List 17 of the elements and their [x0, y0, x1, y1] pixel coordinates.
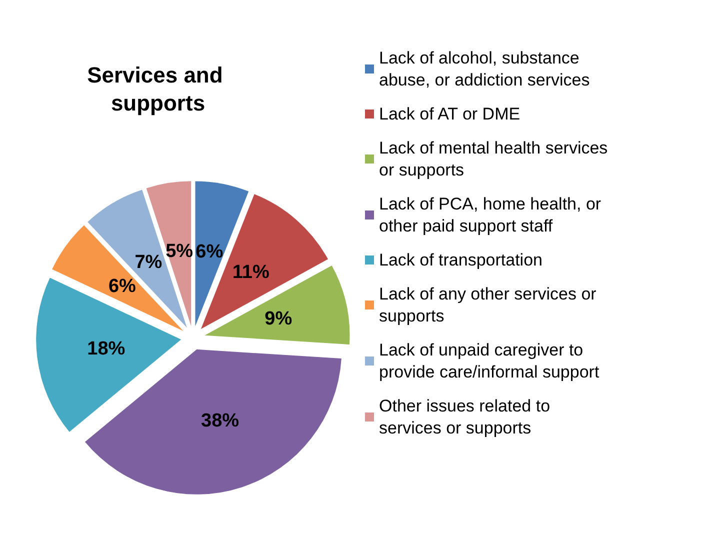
data-label: 38% — [201, 410, 240, 432]
text: Services and supports — [87, 62, 229, 116]
legend-label: Lack of unpaid caregiver to provide care/informal support — [379, 340, 600, 382]
data-label: 5% — [166, 241, 194, 262]
data-label: 6% — [196, 242, 224, 263]
data-label: 6% — [108, 276, 136, 298]
data-label: 7% — [134, 252, 162, 274]
legend-label: Lack of transportation — [379, 250, 542, 270]
legend-label: Lack of alcohol, substance abuse, or addiction services — [379, 48, 590, 90]
legend-label: Lack of mental health services or supports — [379, 138, 612, 180]
legend-label: Lack of AT or DME — [379, 104, 520, 124]
data-label: 9% — [264, 308, 292, 330]
data-label: 18% — [87, 338, 126, 360]
legend-label: Lack of PCA, home health, or other paid support staff — [379, 194, 606, 236]
data-label: 11% — [232, 262, 270, 283]
legend-label: Other issues related to services or supports — [379, 396, 555, 438]
legend-label: Lack of any other services or supports — [379, 284, 602, 326]
